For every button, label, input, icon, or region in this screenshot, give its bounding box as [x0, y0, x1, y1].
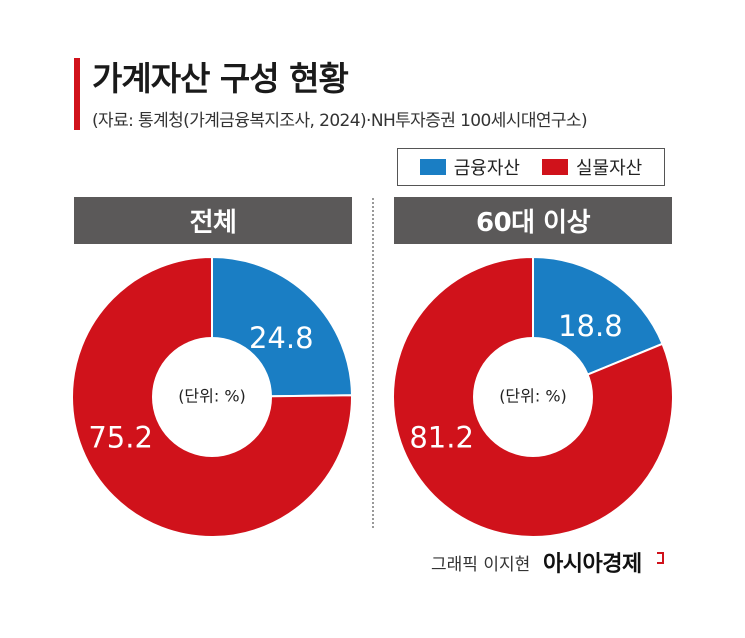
- legend-label-real: 실물자산: [576, 158, 643, 179]
- legend: 금융자산 실물자산: [397, 148, 665, 186]
- donut-hole-total: [152, 337, 272, 457]
- brand-logo-text: 아시아경제: [543, 552, 642, 577]
- graphic-credit: 그래픽 이지현: [431, 555, 531, 575]
- donut-hole-60s: [473, 337, 593, 457]
- legend-swatch-financial: [419, 159, 446, 175]
- chart-source: (자료: 통계청(가계금융복지조사, 2024)·NH투자증권 100세시대연구…: [92, 111, 588, 131]
- panel-divider: [372, 198, 374, 528]
- title-accent-bar: [74, 58, 80, 130]
- pie-header-60s: 60대 이상: [394, 197, 672, 244]
- legend-swatch-real: [542, 159, 568, 175]
- brand-mark-icon: [657, 552, 664, 564]
- legend-item-real: 실물자산: [542, 154, 642, 180]
- legend-item-financial: 금융자산: [419, 154, 520, 180]
- pie-header-total: 전체: [74, 197, 352, 244]
- pie-slice-total-real: [71, 255, 353, 538]
- unit-label-total: (단위: %): [178, 387, 246, 406]
- pie-value-label-60s-financial: 18.8: [558, 309, 623, 343]
- pie-value-label-60s-real: 81.2: [409, 421, 474, 455]
- legend-label-financial: 금융자산: [453, 158, 520, 179]
- pie-value-label-total-real: 75.2: [88, 421, 153, 455]
- chart-title: 가계자산 구성 현황: [92, 59, 349, 98]
- pie-value-label-total-financial: 24.8: [249, 321, 314, 355]
- unit-label-60s: (단위: %): [499, 387, 567, 406]
